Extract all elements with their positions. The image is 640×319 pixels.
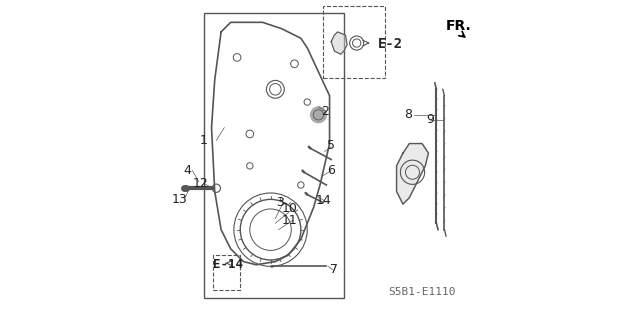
Text: E-2: E-2: [378, 37, 403, 51]
Text: 9: 9: [426, 113, 434, 126]
Text: 10: 10: [282, 203, 298, 215]
Text: 13: 13: [172, 193, 188, 206]
Text: 1: 1: [200, 134, 207, 147]
Text: 4: 4: [184, 164, 191, 177]
Polygon shape: [331, 32, 347, 54]
Text: 2: 2: [321, 105, 329, 118]
Text: 8: 8: [404, 108, 412, 121]
Bar: [204, 13, 344, 298]
Bar: [323, 6, 385, 78]
Text: 14: 14: [316, 195, 331, 207]
Text: 11: 11: [282, 214, 298, 226]
Text: 6: 6: [327, 164, 335, 177]
Polygon shape: [397, 144, 428, 204]
Text: E-14: E-14: [213, 258, 243, 271]
Text: 5: 5: [327, 139, 335, 152]
Text: FR.: FR.: [446, 19, 472, 33]
Text: S5B1-E1110: S5B1-E1110: [388, 287, 456, 297]
Text: 12: 12: [193, 177, 208, 190]
Bar: [213, 255, 240, 290]
Circle shape: [310, 107, 326, 123]
Text: 7: 7: [330, 263, 339, 276]
Text: 3: 3: [276, 196, 284, 209]
